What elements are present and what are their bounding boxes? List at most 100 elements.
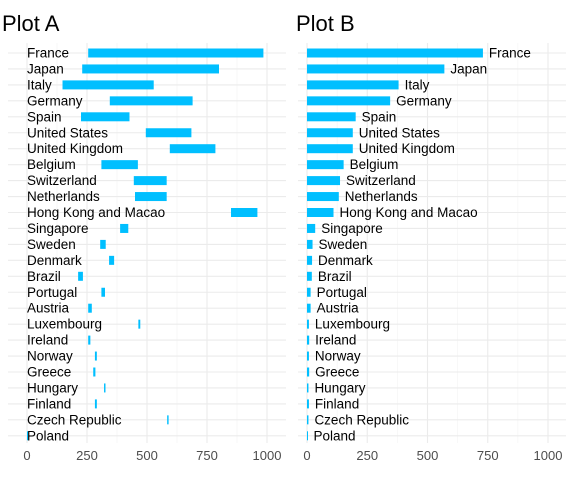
plot-a-category-label: Ireland (27, 333, 68, 348)
plot-b-bar-italy (307, 80, 399, 90)
plot-a-category-label: Italy (27, 77, 52, 92)
plot-b-x-tick-label: 1000 (534, 448, 563, 463)
plot-b-category-label: Portugal (317, 285, 367, 300)
plot-b-category-label: Japan (450, 61, 487, 76)
plot-b-bar-singapore (307, 223, 316, 233)
plot-b-bar-spain (307, 112, 356, 122)
plot-b-bar-portugal (307, 287, 311, 297)
plot-a-x-tick-label: 750 (196, 448, 218, 463)
plot-b-category-label: Brazil (318, 269, 352, 284)
plot-a-bar-japan (82, 64, 219, 74)
plot-a-bar-greece (93, 367, 96, 377)
plot-a-bar-sweden (100, 239, 106, 249)
plot-b-bar-belgium (307, 160, 344, 170)
plot-a-category-label: Austria (27, 301, 70, 316)
plot-a-category-label: Portugal (27, 285, 77, 300)
plot-b-x-tick-label: 0 (303, 448, 310, 463)
plot-b-category-label: Poland (313, 428, 355, 443)
plot-a-category-label: Luxembourg (27, 317, 102, 332)
plot-b-category-label: France (489, 46, 531, 61)
plot-a-category-label: Japan (27, 61, 64, 76)
plot-b-category-label: United Kingdom (359, 141, 455, 156)
plot-a-bar-ireland (88, 335, 91, 345)
plot-b-category-label: United States (359, 125, 440, 140)
plot-a-x-tick-label: 1000 (253, 448, 282, 463)
plot-a-bar-france (88, 48, 264, 58)
plot-b-category-label: Greece (315, 365, 359, 380)
plot-a-category-label: Sweden (27, 237, 76, 252)
plot-b-bar-hungary (307, 383, 309, 393)
plot-a-bar-hong-kong-and-macao (231, 208, 258, 217)
plot-b-bar-ireland (307, 335, 310, 345)
plot-b-category-label: Belgium (350, 157, 399, 172)
plot-b-category-label: Switzerland (346, 173, 416, 188)
plot-a-bar-austria (88, 303, 92, 313)
plot-a-category-label: Hungary (27, 380, 78, 395)
plot-a-bar-luxembourg (138, 319, 141, 329)
plot-b-bar-netherlands (307, 192, 339, 202)
plot-b-category-label: Czech Republic (314, 412, 409, 427)
plot-b-bar-united-states (307, 128, 353, 138)
plot-a-bar-brazil (78, 271, 83, 281)
plot-b-bar-switzerland (307, 176, 341, 186)
plot-a-bar-germany (109, 96, 193, 106)
plot-a-category-label: France (27, 46, 69, 61)
plot-a-category-label: Switzerland (27, 173, 97, 188)
plot-b-category-label: Italy (405, 77, 430, 92)
plot-a-category-label: Poland (27, 428, 69, 443)
plot-a-bar-norway (94, 351, 97, 361)
plot-a-category-label: Belgium (27, 157, 76, 172)
plot-b-category-label: Luxembourg (315, 317, 390, 332)
plot-a-category-label: Finland (27, 396, 71, 411)
plot-a-x-tick-label: 0 (23, 448, 30, 463)
plot-a-x-tick-label: 500 (136, 448, 158, 463)
plot-a-category-label: Brazil (27, 269, 61, 284)
plot-b-category-label: Hong Kong and Macao (340, 205, 478, 220)
plot-b-bar-hong-kong-and-macao (307, 208, 334, 217)
plot-a-bar-poland (27, 431, 28, 441)
plot-b-category-label: Singapore (321, 221, 383, 236)
plot-a-x-tick-label: 250 (76, 448, 98, 463)
plot-b-category-label: Austria (317, 301, 360, 316)
plot-b-bar-luxembourg (307, 319, 309, 329)
plot-a-category-label: United States (27, 125, 108, 140)
plot-a-bar-finland (94, 399, 97, 409)
plot-b-category-label: Hungary (314, 380, 365, 395)
plot-a-category-label: Spain (27, 109, 62, 124)
plot-b-bar-france (307, 48, 483, 58)
plot-a-bar-united-states (145, 128, 192, 138)
plot-b-bar-finland (307, 399, 309, 409)
plot-b-title: Plot B (296, 11, 355, 36)
plot-b-bar-denmark (307, 255, 313, 265)
plot-a-bar-united-kingdom (169, 144, 216, 154)
plot-b-x-tick-label: 750 (477, 448, 499, 463)
plot-b-category-label: Norway (315, 349, 361, 364)
plot-a-bar-italy (62, 80, 154, 90)
plot-a-category-label: Czech Republic (27, 412, 122, 427)
plot-b-category-label: Denmark (318, 253, 373, 268)
plot-b-x-tick-label: 500 (417, 448, 439, 463)
plot-b-category-label: Netherlands (345, 189, 418, 204)
plot-b-bar-norway (307, 351, 309, 361)
plot-a-bar-netherlands (135, 192, 167, 202)
plot-a-title: Plot A (2, 11, 60, 36)
plot-b-category-label: Germany (396, 93, 452, 108)
plot-a-category-label: Norway (27, 349, 73, 364)
plot-b-bar-greece (307, 367, 310, 377)
plot-a-bar-portugal (101, 287, 105, 297)
plot-b-bar-czech-republic (307, 415, 309, 425)
plot-a-bar-hungary (104, 383, 106, 393)
plot-b-x-tick-label: 250 (356, 448, 378, 463)
plot-b-bar-poland (307, 431, 308, 441)
plot-a-category-label: Singapore (27, 221, 89, 236)
plot-a-category-label: Germany (27, 93, 83, 108)
plot-b-bar-austria (307, 303, 311, 313)
plot-b-bar-brazil (307, 271, 312, 281)
plot-a-bar-denmark (109, 255, 115, 265)
plot-a-category-label: Hong Kong and Macao (27, 205, 165, 220)
plot-b-category-label: Sweden (319, 237, 368, 252)
plot-b-bar-japan (307, 64, 445, 74)
plot-a-category-label: Netherlands (27, 189, 100, 204)
plot-b-bar-sweden (307, 239, 313, 249)
plot-a-category-label: United Kingdom (27, 141, 123, 156)
